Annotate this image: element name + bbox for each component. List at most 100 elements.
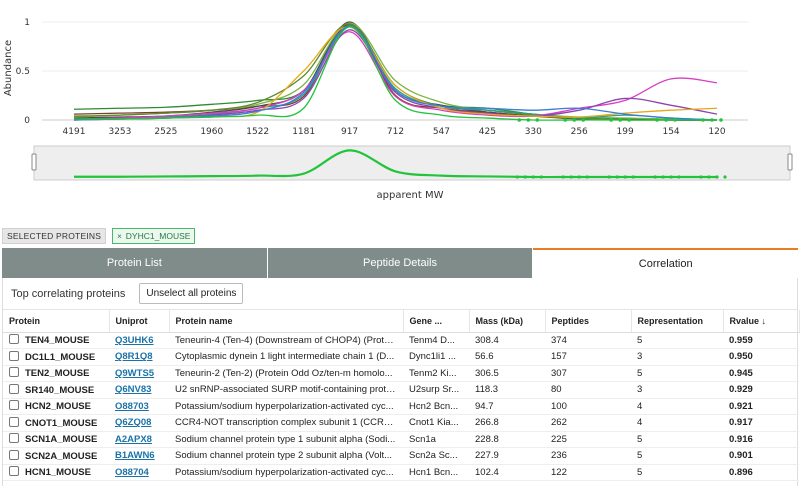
series-line[interactable] xyxy=(73,23,718,121)
table-row[interactable]: CNOT1_MOUSE Q6ZQ08 CCR4-NOT transcription … xyxy=(3,414,799,432)
series-line[interactable] xyxy=(73,26,718,121)
data-point xyxy=(664,118,668,122)
selected-protein-tag[interactable]: × DYHC1_MOUSE xyxy=(112,228,196,244)
x-tick-label: 120 xyxy=(708,127,725,137)
overview-point xyxy=(539,175,543,179)
series-line[interactable] xyxy=(73,26,717,121)
uniprot-link[interactable]: A2APX8 xyxy=(115,433,152,445)
table-row[interactable]: HCN1_MOUSE O88704 Potassium/sodium hyperpo… xyxy=(3,464,799,481)
col-header-gene[interactable]: Gene ... xyxy=(403,310,470,333)
table-row[interactable]: TEN4_MOUSE Q3UHK6 Teneurin-4 (Ten-4) (Down… xyxy=(3,332,799,349)
protein-id-cell: TEN2_MOUSE xyxy=(3,365,109,382)
series-line[interactable] xyxy=(73,26,718,121)
col-header-protein[interactable]: Protein xyxy=(3,310,110,333)
overview-point xyxy=(585,175,589,179)
rvalue-cell: 0.901 xyxy=(723,447,799,465)
data-point xyxy=(701,118,705,122)
panel-title: Top correlating proteins xyxy=(11,287,126,300)
series-line[interactable] xyxy=(73,24,718,121)
table-row[interactable]: SR140_MOUSE Q6NV83 U2 snRNP-associated SUR… xyxy=(3,381,799,399)
correlation-panel: Top correlating proteins Unselect all pr… xyxy=(2,278,800,486)
data-point xyxy=(517,118,522,122)
overview-point xyxy=(715,175,719,179)
col-header-mass[interactable]: Mass (kDa) xyxy=(469,310,546,333)
abundance-chart[interactable]: 0 0.5 1 Abundance 4191 3253 2525 1960 1522 1181 91… xyxy=(0,0,800,225)
uniprot-cell: B1AWN6 xyxy=(109,447,169,465)
y-tick-label: 1 xyxy=(24,18,30,28)
representation-cell: 5 xyxy=(631,365,723,382)
overview-point xyxy=(615,175,619,179)
peptides-cell: 236 xyxy=(545,447,631,465)
uniprot-link[interactable]: Q6NV83 xyxy=(115,384,152,396)
table-row[interactable]: SCN2A_MOUSE B1AWN6 Sodium channel protein … xyxy=(3,447,799,465)
rvalue-cell: 0.950 xyxy=(723,348,799,366)
uniprot-link[interactable]: Q6ZQ08 xyxy=(115,417,152,429)
uniprot-cell: Q9WTS5 xyxy=(109,365,169,382)
row-checkbox[interactable] xyxy=(9,416,19,427)
data-point xyxy=(710,118,714,122)
range-slider-handle-left[interactable] xyxy=(31,153,37,171)
protein-name-cell: Sodium channel protein type 1 subunit al… xyxy=(169,431,403,448)
peptides-cell: 122 xyxy=(545,464,631,481)
overview-point xyxy=(561,175,565,179)
uniprot-link[interactable]: O88703 xyxy=(115,400,149,412)
row-checkbox[interactable] xyxy=(9,334,19,345)
selected-proteins-bar: SELECTED PROTEINS × DYHC1_MOUSE xyxy=(2,228,196,244)
uniprot-link[interactable]: Q8R1Q8 xyxy=(115,351,153,363)
table-row[interactable]: TEN2_MOUSE Q9WTS5 Teneurin-2 (Ten-2) (Prot… xyxy=(3,365,799,382)
data-point xyxy=(655,118,659,122)
selected-proteins-label: SELECTED PROTEINS xyxy=(2,228,107,244)
peptides-cell: 157 xyxy=(545,348,631,366)
table-row[interactable]: DC1L1_MOUSE Q8R1Q8 Cytoplasmic dynein 1 li… xyxy=(3,348,799,366)
overview-point xyxy=(631,175,635,179)
protein-name-cell: Cytoplasmic dynein 1 light intermediate … xyxy=(169,348,403,366)
series-line[interactable] xyxy=(73,25,718,121)
gene-cell: Tenm4 D... xyxy=(403,332,469,349)
unselect-all-button[interactable]: Unselect all proteins xyxy=(139,283,244,304)
uniprot-cell: Q6ZQ08 xyxy=(109,414,169,432)
series-line[interactable] xyxy=(73,31,718,120)
table-row[interactable]: SCN1A_MOUSE A2APX8 Sodium channel protein … xyxy=(3,431,799,448)
row-checkbox[interactable] xyxy=(9,400,19,411)
uniprot-link[interactable]: B1AWN6 xyxy=(115,450,155,462)
row-checkbox[interactable] xyxy=(9,383,19,394)
selected-protein-tag-label: DYHC1_MOUSE xyxy=(125,231,191,241)
representation-cell: 5 xyxy=(631,447,723,465)
row-checkbox[interactable] xyxy=(9,367,19,378)
range-slider-handle-right[interactable] xyxy=(787,153,793,171)
mass-cell: 306.5 xyxy=(469,365,545,382)
uniprot-link[interactable]: O88704 xyxy=(115,466,149,478)
x-tick-label: 4191 xyxy=(63,127,86,137)
row-checkbox[interactable] xyxy=(9,466,19,477)
overview-point xyxy=(577,175,581,179)
table-row[interactable]: HCN2_MOUSE O88703 Potassium/sodium hyperpo… xyxy=(3,398,799,415)
remove-tag-icon[interactable]: × xyxy=(117,231,122,241)
col-header-protein-name[interactable]: Protein name xyxy=(169,310,404,333)
uniprot-link[interactable]: Q3UHK6 xyxy=(115,334,154,346)
correlation-table: Protein Uniprot Protein name Gene ... Ma… xyxy=(3,310,800,481)
protein-name-cell: Potassium/sodium hyperpolarization-activ… xyxy=(169,464,403,481)
series-line[interactable] xyxy=(73,23,717,121)
uniprot-cell: O88703 xyxy=(109,398,169,415)
tab-protein-list[interactable]: Protein List xyxy=(2,248,268,278)
uniprot-link[interactable]: Q9WTS5 xyxy=(115,367,155,379)
col-header-representation[interactable]: Representation xyxy=(631,310,724,333)
gene-cell: Dync1li1 ... xyxy=(403,348,469,366)
overview-point xyxy=(569,175,573,179)
row-checkbox[interactable] xyxy=(9,433,19,444)
x-tick-label: 3253 xyxy=(108,127,131,137)
overview-point xyxy=(723,175,727,179)
chart-svg[interactable]: 0 0.5 1 Abundance 4191 3253 2525 1960 1522 1181 91… xyxy=(0,0,800,225)
col-header-rvalue[interactable]: Rvalue ↓ xyxy=(723,310,800,333)
col-header-peptides[interactable]: Peptides xyxy=(545,310,632,333)
gene-cell: Scn2a Sc... xyxy=(403,447,469,465)
col-header-uniprot[interactable]: Uniprot xyxy=(109,310,170,333)
uniprot-cell: O88704 xyxy=(109,464,169,481)
tab-peptide-details[interactable]: Peptide Details xyxy=(267,248,534,278)
uniprot-cell: A2APX8 xyxy=(109,431,169,448)
row-checkbox[interactable] xyxy=(9,449,19,460)
tab-correlation[interactable]: Correlation xyxy=(533,248,799,278)
protein-name-cell: Teneurin-4 (Ten-4) (Downstream of CHOP4)… xyxy=(169,332,403,349)
x-tick-label: 1960 xyxy=(200,127,223,137)
row-checkbox[interactable] xyxy=(9,350,19,361)
